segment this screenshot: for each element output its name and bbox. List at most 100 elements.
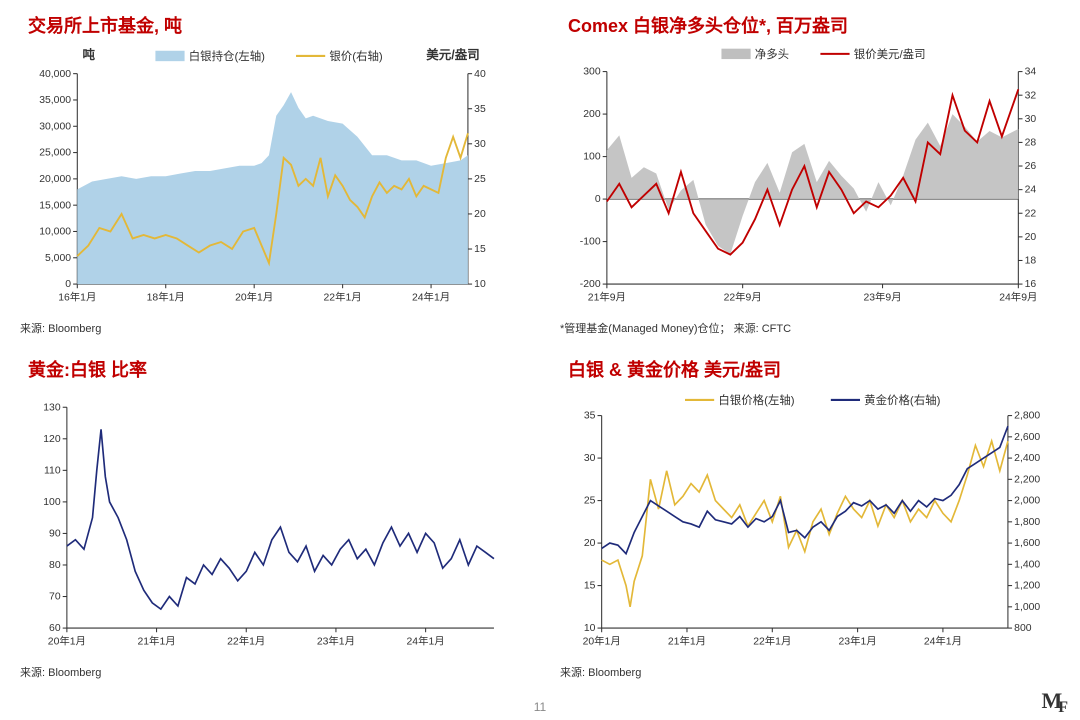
- svg-text:24年1月: 24年1月: [924, 635, 962, 648]
- svg-text:吨: 吨: [83, 47, 96, 62]
- svg-text:80: 80: [49, 560, 61, 571]
- title-tr: Comex 白银净多头仓位*, 百万盎司: [568, 12, 1060, 38]
- source-tr: *管理基金(Managed Money)仓位； 来源: CFTC: [560, 320, 1060, 336]
- svg-text:40,000: 40,000: [39, 69, 71, 80]
- svg-text:美元/盎司: 美元/盎司: [426, 47, 479, 62]
- svg-text:21年9月: 21年9月: [588, 291, 626, 304]
- svg-text:20,000: 20,000: [39, 174, 71, 185]
- svg-text:1,400: 1,400: [1014, 559, 1040, 570]
- svg-text:40: 40: [474, 69, 486, 80]
- svg-text:26: 26: [1025, 161, 1037, 172]
- svg-text:24年1月: 24年1月: [412, 291, 450, 304]
- svg-text:15: 15: [474, 244, 486, 255]
- svg-text:24: 24: [1025, 185, 1037, 196]
- svg-text:100: 100: [43, 497, 61, 508]
- svg-text:200: 200: [583, 109, 601, 120]
- svg-text:白银持仓(左轴): 白银持仓(左轴): [189, 49, 265, 63]
- svg-text:35,000: 35,000: [39, 95, 71, 106]
- svg-text:25: 25: [584, 496, 596, 507]
- svg-text:15: 15: [584, 581, 596, 592]
- svg-text:20: 20: [474, 209, 486, 220]
- svg-text:21年1月: 21年1月: [668, 635, 706, 648]
- source-br: 来源: Bloomberg: [560, 664, 1060, 680]
- svg-text:-100: -100: [580, 237, 601, 248]
- svg-text:16: 16: [1025, 279, 1037, 290]
- svg-text:1,000: 1,000: [1014, 602, 1040, 613]
- panel-etf-silver: 交易所上市基金, 吨 吨美元/盎司白银持仓(左轴)银价(右轴)05,00010,…: [20, 12, 520, 336]
- svg-text:23年9月: 23年9月: [863, 291, 901, 304]
- svg-text:白银价格(左轴): 白银价格(左轴): [718, 393, 794, 407]
- svg-text:18年1月: 18年1月: [147, 291, 185, 304]
- title-br: 白银 & 黄金价格 美元/盎司: [568, 356, 1060, 382]
- svg-text:90: 90: [49, 528, 61, 539]
- svg-text:16年1月: 16年1月: [58, 291, 96, 304]
- svg-text:2,000: 2,000: [1014, 496, 1040, 507]
- svg-text:0: 0: [65, 279, 71, 290]
- svg-text:1,600: 1,600: [1014, 538, 1040, 549]
- svg-text:22年1月: 22年1月: [324, 291, 362, 304]
- svg-text:34: 34: [1025, 67, 1037, 78]
- page-number: 11: [534, 700, 546, 714]
- svg-text:20: 20: [584, 538, 596, 549]
- svg-text:23年1月: 23年1月: [839, 635, 877, 648]
- svg-text:30: 30: [474, 139, 486, 150]
- svg-text:0: 0: [595, 194, 601, 205]
- svg-text:130: 130: [43, 402, 61, 413]
- svg-text:70: 70: [49, 591, 61, 602]
- svg-text:-200: -200: [580, 279, 601, 290]
- svg-text:黄金价格(右轴): 黄金价格(右轴): [864, 393, 940, 407]
- svg-text:35: 35: [474, 104, 486, 115]
- svg-text:1,800: 1,800: [1014, 517, 1040, 528]
- panel-comex: Comex 白银净多头仓位*, 百万盎司 净多头 银价美元/盎司 -200 -100 0…: [560, 12, 1060, 336]
- svg-text:300: 300: [583, 67, 601, 78]
- title-bl: 黄金:白银 比率: [28, 356, 520, 382]
- svg-text:800: 800: [1014, 623, 1032, 634]
- chart-tr: 净多头 银价美元/盎司 -200 -100 0 100 200 300 16 18 20 22 24 26…: [560, 42, 1060, 318]
- svg-text:15,000: 15,000: [39, 200, 71, 211]
- chart-bl: 60 70 80 90 100 110 120 130 20年1月 21年1月 22年1月 23年1月…: [20, 386, 520, 662]
- svg-text:净多头: 净多头: [755, 47, 789, 61]
- svg-text:32: 32: [1025, 90, 1037, 101]
- source-tl: 来源: Bloomberg: [20, 320, 520, 336]
- svg-text:25: 25: [474, 174, 486, 185]
- svg-text:30: 30: [584, 453, 596, 464]
- svg-text:22年1月: 22年1月: [753, 635, 791, 648]
- svg-text:10,000: 10,000: [39, 227, 71, 238]
- svg-text:10: 10: [474, 279, 486, 290]
- svg-text:35: 35: [584, 411, 596, 422]
- svg-text:20年1月: 20年1月: [583, 635, 621, 648]
- svg-text:24年1月: 24年1月: [407, 635, 445, 648]
- chart-tl: 吨美元/盎司白银持仓(左轴)银价(右轴)05,00010,00015,00020…: [20, 42, 520, 318]
- svg-text:18: 18: [1025, 256, 1037, 267]
- svg-text:银价美元/盎司: 银价美元/盎司: [854, 47, 926, 61]
- svg-text:22年9月: 22年9月: [724, 291, 762, 304]
- svg-text:30: 30: [1025, 114, 1037, 125]
- svg-text:100: 100: [583, 152, 601, 163]
- svg-text:21年1月: 21年1月: [137, 635, 175, 648]
- svg-text:20: 20: [1025, 232, 1037, 243]
- source-bl: 来源: Bloomberg: [20, 664, 520, 680]
- svg-text:2,200: 2,200: [1014, 474, 1040, 485]
- svg-text:30,000: 30,000: [39, 121, 71, 132]
- chart-br: 白银价格(左轴) 黄金价格(右轴) 10 15 20 25 30 35 800 1,000 1,20…: [560, 386, 1060, 662]
- svg-text:2,600: 2,600: [1014, 432, 1040, 443]
- svg-text:5,000: 5,000: [45, 253, 71, 264]
- svg-text:22: 22: [1025, 208, 1037, 219]
- svg-text:60: 60: [49, 623, 61, 634]
- svg-text:22年1月: 22年1月: [227, 635, 265, 648]
- svg-text:23年1月: 23年1月: [317, 635, 355, 648]
- panel-silver-gold: 白银 & 黄金价格 美元/盎司 白银价格(左轴) 黄金价格(右轴) 10 15 20 25…: [560, 356, 1060, 680]
- panel-ratio: 黄金:白银 比率 60 70 80 90 100 110 120 130 20年1月 21年1月 2…: [20, 356, 520, 680]
- svg-text:1,200: 1,200: [1014, 581, 1040, 592]
- svg-text:2,400: 2,400: [1014, 453, 1040, 464]
- chart-grid: 交易所上市基金, 吨 吨美元/盎司白银持仓(左轴)银价(右轴)05,00010,…: [20, 12, 1060, 672]
- svg-text:28: 28: [1025, 138, 1037, 149]
- svg-text:20年1月: 20年1月: [48, 635, 86, 648]
- title-tl: 交易所上市基金, 吨: [28, 12, 520, 38]
- svg-text:10: 10: [584, 623, 596, 634]
- svg-text:120: 120: [43, 434, 61, 445]
- svg-text:2,800: 2,800: [1014, 411, 1040, 422]
- svg-text:110: 110: [44, 465, 61, 476]
- logo: MF: [1041, 688, 1064, 714]
- svg-text:20年1月: 20年1月: [235, 291, 273, 304]
